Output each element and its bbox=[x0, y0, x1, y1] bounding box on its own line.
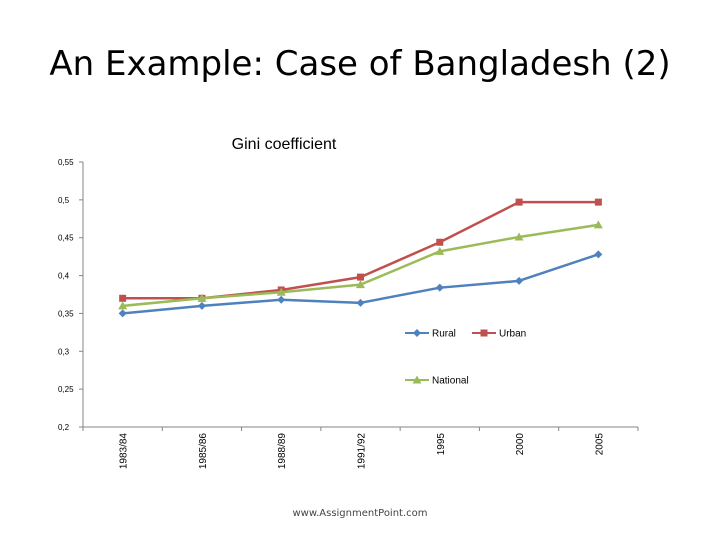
y-axis-ticks: 0,2 0,25 0,3 0,35 0,4 0,45 0,5 0,55 bbox=[58, 158, 83, 432]
national-line bbox=[122, 223, 599, 308]
rural-point bbox=[515, 276, 524, 285]
x-tick-label: 2000 bbox=[515, 433, 526, 456]
x-tick-label: 1985/86 bbox=[198, 433, 209, 470]
rural-point bbox=[277, 295, 286, 304]
series-layer bbox=[118, 198, 603, 318]
y-tick-label: 0,5 bbox=[58, 196, 70, 205]
y-tick-label: 0,25 bbox=[58, 385, 74, 394]
series-national bbox=[118, 220, 603, 310]
rural-point bbox=[118, 309, 127, 318]
legend-label: National bbox=[432, 376, 469, 387]
national-point bbox=[276, 287, 286, 296]
national-point bbox=[435, 246, 445, 255]
chart-axes bbox=[82, 162, 638, 428]
y-tick-label: 0,2 bbox=[58, 423, 70, 432]
x-tick-label: 1983/84 bbox=[119, 433, 130, 470]
rural-point bbox=[197, 301, 206, 310]
legend-item-urban: Urban bbox=[472, 329, 526, 340]
legend: Rural Urban National bbox=[405, 329, 526, 387]
legend-marker bbox=[413, 329, 421, 337]
x-tick-label: 1988/89 bbox=[277, 433, 288, 470]
urban-point bbox=[594, 198, 602, 206]
series-rural bbox=[118, 250, 603, 318]
legend-item-rural: Rural bbox=[405, 329, 456, 340]
national-point bbox=[197, 293, 207, 302]
urban-point bbox=[357, 273, 364, 281]
urban-point bbox=[436, 238, 444, 246]
x-tick-label: 1991/92 bbox=[357, 433, 368, 470]
y-tick-label: 0,45 bbox=[58, 234, 74, 243]
y-tick-label: 0,4 bbox=[58, 272, 70, 281]
footer-url: www.AssignmentPoint.com bbox=[292, 508, 428, 519]
y-tick-label: 0,35 bbox=[58, 309, 74, 318]
chart-title: Gini coefficient bbox=[232, 136, 337, 153]
y-tick-label: 0,3 bbox=[58, 347, 70, 356]
legend-item-national: National bbox=[405, 375, 469, 387]
national-point bbox=[514, 232, 524, 241]
x-tick-label: 2005 bbox=[594, 433, 605, 456]
rural-point bbox=[435, 283, 444, 292]
slide-title: An Example: Case of Bangladesh (2) bbox=[49, 44, 671, 84]
legend-marker bbox=[480, 329, 488, 337]
national-point bbox=[118, 301, 128, 310]
legend-label: Urban bbox=[499, 329, 526, 340]
x-axis-ticks: 1983/84 1985/86 1988/89 1991/92 1995 2000 2005 bbox=[82, 427, 639, 470]
legend-label: Rural bbox=[432, 329, 456, 340]
urban-point bbox=[119, 294, 127, 302]
rural-point bbox=[594, 250, 603, 259]
x-tick-label: 1995 bbox=[436, 433, 447, 456]
y-tick-label: 0,55 bbox=[58, 158, 74, 167]
legend-marker bbox=[412, 375, 422, 384]
national-point bbox=[356, 280, 365, 289]
urban-point bbox=[515, 198, 523, 206]
national-point bbox=[593, 220, 603, 229]
rural-point bbox=[356, 298, 365, 307]
